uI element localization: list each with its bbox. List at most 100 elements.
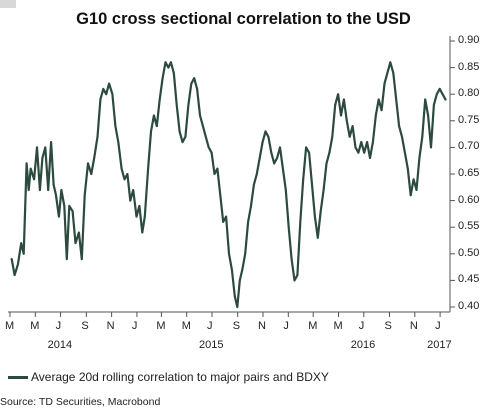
data-point: [267, 135, 270, 138]
data-point: [345, 119, 348, 122]
data-point: [233, 295, 236, 298]
x-tick-label: N: [106, 320, 115, 332]
data-point: [207, 146, 210, 149]
data-point: [366, 141, 369, 143]
data-point: [284, 189, 287, 191]
y-tick-label: 0.75: [458, 113, 480, 126]
y-tick-label: 0.45: [458, 273, 480, 286]
series-line: [10, 61, 447, 309]
x-tick-label: N: [258, 320, 266, 332]
data-point: [238, 279, 241, 282]
data-point: [105, 93, 108, 96]
data-point: [322, 189, 325, 191]
data-point: [337, 93, 339, 96]
legend-swatch: [8, 375, 28, 379]
data-point: [222, 220, 225, 223]
data-point: [348, 135, 351, 138]
data-point: [421, 135, 424, 138]
data-point: [398, 125, 400, 128]
data-point: [264, 130, 267, 133]
x-year-label: 2014: [47, 339, 73, 351]
x-tick-label: S: [384, 320, 392, 332]
data-point: [38, 189, 41, 191]
data-point: [383, 82, 386, 85]
data-point: [132, 189, 135, 191]
x-tick-label: J: [283, 320, 289, 332]
data-point: [389, 61, 392, 64]
data-point: [184, 135, 187, 138]
data-point: [80, 258, 83, 261]
data-point: [33, 178, 35, 181]
data-point: [261, 141, 264, 143]
data-point: [96, 135, 99, 138]
x-tick-label: M: [333, 320, 343, 332]
data-point: [83, 194, 86, 197]
data-point: [351, 125, 354, 128]
data-point: [313, 215, 316, 218]
data-point: [178, 130, 181, 133]
data-point: [432, 103, 435, 106]
data-point: [52, 183, 55, 186]
data-point: [276, 157, 279, 159]
x-tick-label: J: [435, 320, 441, 332]
data-point: [153, 114, 155, 117]
data-point: [187, 103, 190, 106]
data-point: [213, 173, 216, 175]
data-point: [342, 98, 345, 101]
chart-title: G10 cross sectional correlation to the U…: [76, 10, 411, 28]
data-point: [65, 258, 68, 261]
data-point: [287, 226, 290, 229]
data-point: [418, 157, 421, 159]
y-tick-label: 0.50: [458, 246, 480, 259]
data-point: [279, 146, 281, 149]
data-point: [247, 220, 249, 223]
data-point: [311, 183, 313, 186]
data-point: [172, 72, 175, 74]
data-point: [441, 93, 444, 96]
data-point: [161, 77, 164, 80]
data-point: [252, 183, 255, 186]
y-tick-label: 0.65: [458, 167, 480, 179]
data-point: [250, 205, 252, 207]
data-point: [150, 130, 152, 133]
source-note: Source: TD Securities, Macrobond: [0, 396, 161, 408]
data-point: [401, 135, 403, 138]
data-point: [16, 263, 19, 266]
data-point: [102, 87, 105, 90]
data-point: [114, 125, 117, 128]
x-tick-label: M: [308, 320, 318, 332]
x-tick-label: M: [156, 320, 166, 332]
data-point: [377, 98, 380, 101]
data-point: [395, 98, 398, 101]
x-tick-label: J: [55, 320, 62, 332]
data-point: [438, 87, 441, 90]
data-point: [90, 173, 93, 175]
data-point: [170, 61, 172, 64]
data-point: [147, 167, 150, 170]
data-point: [409, 194, 412, 197]
data-point: [36, 146, 38, 149]
data-point: [273, 162, 276, 165]
data-point: [120, 167, 123, 170]
legend: Average 20d rolling correlation to major…: [8, 370, 329, 384]
data-point: [164, 61, 167, 64]
y-tick-label: 0.90: [458, 34, 480, 46]
data-point: [27, 189, 30, 191]
data-point: [77, 231, 80, 234]
data-point: [58, 215, 60, 218]
data-point: [363, 151, 366, 154]
data-point: [167, 66, 170, 69]
x-tick-label: J: [358, 320, 365, 332]
x-tick-label: M: [30, 320, 40, 332]
data-point: [22, 252, 25, 255]
data-point: [244, 252, 247, 255]
data-point: [181, 141, 184, 143]
data-point: [236, 306, 239, 308]
data-point: [20, 242, 23, 245]
data-point: [25, 162, 28, 165]
data-point: [158, 98, 161, 101]
data-point: [424, 98, 427, 101]
data-point: [386, 72, 389, 74]
data-point: [47, 189, 50, 191]
data-point: [135, 215, 138, 218]
